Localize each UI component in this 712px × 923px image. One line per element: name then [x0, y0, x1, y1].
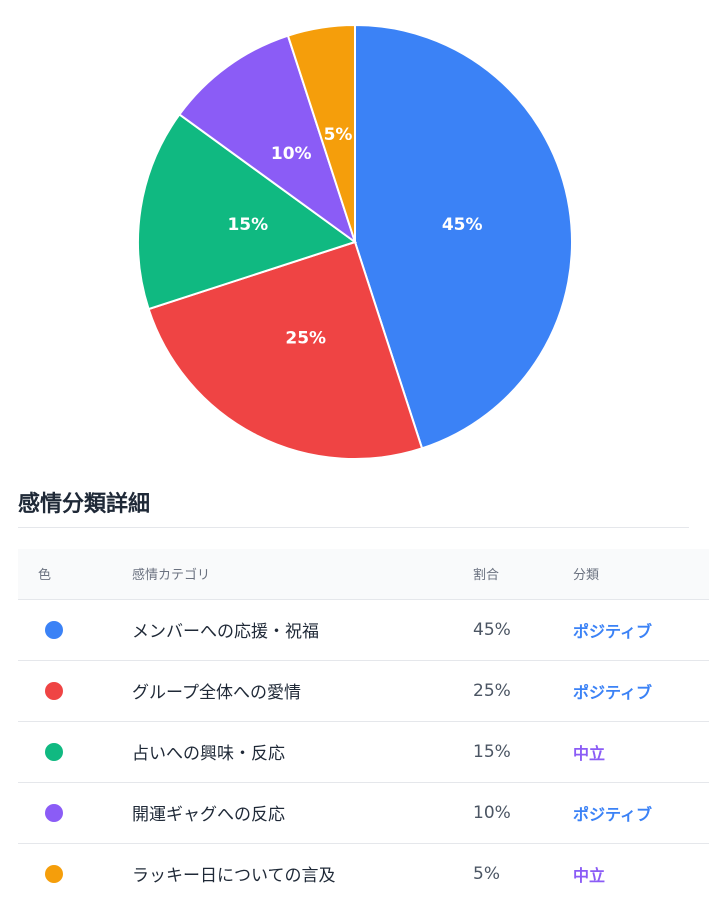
header-category: 感情カテゴリ	[132, 549, 473, 600]
ratio-cell: 15%	[473, 721, 573, 783]
ratio-cell: 45%	[473, 599, 573, 661]
section-title: 感情分類詳細	[18, 492, 151, 517]
color-dot	[45, 803, 63, 822]
title-divider	[18, 527, 689, 528]
ratio-cell: 5%	[473, 863, 500, 884]
table-header-row: 色 感情カテゴリ 割合 分類	[18, 549, 709, 600]
table-row: ラッキー日についての言及 5% 中立	[18, 843, 709, 904]
classification-cell: ポジティブ	[573, 660, 709, 722]
header-color: 色	[18, 549, 132, 600]
classification-cell: 中立	[573, 721, 709, 783]
emotion-detail-table: 色 感情カテゴリ 割合 分類 メンバーへの応援・祝福 45% ポジティブ グルー…	[18, 549, 709, 904]
color-dot	[45, 681, 63, 700]
category-cell: グループ全体への愛情	[132, 660, 473, 722]
pie-slice-4	[178, 34, 357, 245]
pie-slice-2	[147, 240, 424, 460]
slice-label-4: 10%	[271, 144, 312, 164]
slice-label-5: 5%	[324, 125, 353, 145]
header-classification: 分類	[573, 549, 709, 600]
color-cell	[18, 782, 132, 844]
ratio-cell: 10%	[473, 782, 573, 844]
color-dot	[45, 620, 63, 639]
pie-chart: 45% 25% 15% 10% 5%	[137, 23, 573, 460]
classification-cell: ポジティブ	[573, 599, 709, 661]
pie-slice-1	[354, 23, 573, 450]
slice-label-2: 25%	[285, 329, 326, 349]
pie-slice-3	[137, 113, 358, 311]
header-ratio: 割合	[473, 549, 573, 600]
color-dot	[45, 864, 63, 883]
color-cell	[18, 843, 132, 904]
ratio-cell: 25%	[473, 660, 573, 722]
category-cell: 占いへの興味・反応	[132, 721, 473, 783]
category-cell: 開運ギャグへの反応	[132, 782, 473, 844]
classification-cell: ポジティブ	[573, 782, 709, 844]
table-row: メンバーへの応援・祝福 45% ポジティブ	[18, 599, 709, 661]
table-row: グループ全体への愛情 25% ポジティブ	[18, 660, 709, 722]
pie-slice-5	[286, 23, 356, 243]
slice-label-1: 45%	[442, 215, 483, 235]
pie-chart-svg: 45% 25% 15% 10% 5%	[137, 23, 573, 460]
color-cell	[18, 599, 132, 661]
color-cell	[18, 721, 132, 783]
category-cell: ラッキー日についての言及	[132, 866, 336, 887]
color-dot	[45, 742, 63, 761]
classification-cell: 中立	[573, 865, 606, 885]
category-cell: メンバーへの応援・祝福	[132, 599, 473, 661]
slice-label-3: 15%	[227, 215, 268, 235]
table-row: 開運ギャグへの反応 10% ポジティブ	[18, 782, 709, 844]
color-cell	[18, 660, 132, 722]
table-row: 占いへの興味・反応 15% 中立	[18, 721, 709, 783]
